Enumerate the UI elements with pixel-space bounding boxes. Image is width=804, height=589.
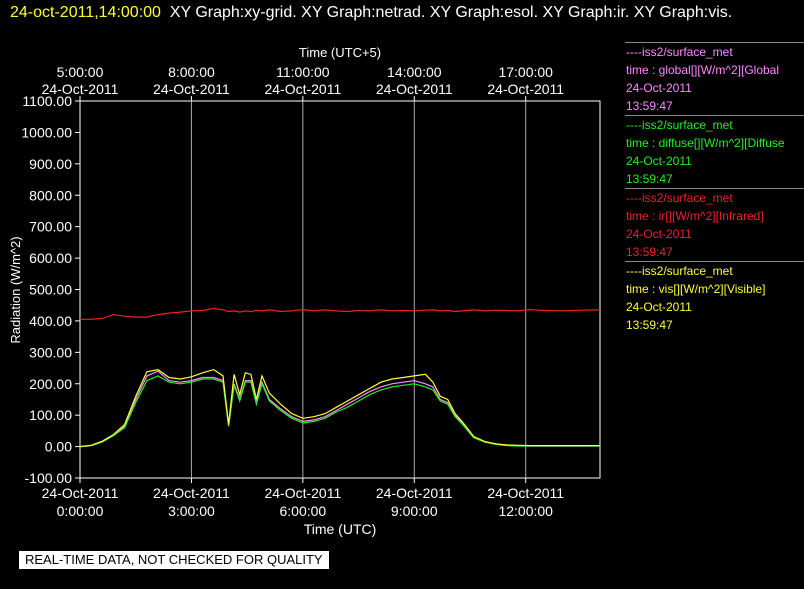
series-line-visible: [79, 368, 600, 448]
y-tick-label: 600.00: [29, 250, 72, 266]
legend-line: ----iss2/surface_met: [626, 45, 733, 59]
y-tick-label: 900.00: [29, 156, 72, 172]
legend-date: 24-Oct-2011: [626, 227, 692, 241]
legend-time: 13:59:47: [626, 172, 673, 186]
legend-line: ----iss2/surface_met: [626, 118, 733, 132]
series-line-global: [79, 370, 600, 448]
header-timestamp: 24-oct-2011,14:00:00: [10, 4, 161, 21]
x-axis-top-title: Time (UTC+5): [299, 45, 381, 60]
legend-desc: time : global[][W/m^2][Global: [626, 63, 780, 77]
x-top-tick-label-date: 24-Oct-2011: [487, 81, 564, 97]
x-tick-label-date: 24-Oct-2011: [153, 485, 230, 501]
x-top-tick-label-date: 24-Oct-2011: [153, 81, 230, 97]
x-top-tick-label-date: 24-Oct-2011: [42, 81, 119, 97]
y-tick-label: 400.00: [29, 313, 72, 329]
y-axis-title: Radiation (W/m^2): [8, 236, 23, 343]
x-tick-label-time: 0:00:00: [57, 503, 104, 519]
y-tick-label: 500.00: [29, 282, 72, 298]
x-tick-label-time: 3:00:00: [168, 503, 215, 519]
legend-date: 24-Oct-2011: [626, 81, 692, 95]
y-tick-label: 800.00: [29, 187, 72, 203]
x-tick-label-time: 9:00:00: [391, 503, 438, 519]
x-tick-label-time: 12:00:00: [498, 503, 553, 519]
legend-line: ----iss2/surface_met: [626, 191, 733, 205]
y-tick-label: 700.00: [29, 219, 72, 235]
x-tick-label-date: 24-Oct-2011: [264, 485, 341, 501]
quality-notice: REAL-TIME DATA, NOT CHECKED FOR QUALITY: [19, 551, 329, 569]
y-tick-label: -100.00: [25, 470, 73, 486]
header-title: 24-oct-2011,14:00:00 XY Graph:xy-grid. X…: [10, 2, 800, 24]
legend-date: 24-Oct-2011: [626, 154, 692, 168]
axis-layer: -100.00 0.00 100.00 200.00 300.00 400.00 500.0…: [21, 64, 564, 519]
legend-desc: time : vis[][W/m^2][Visible]: [626, 282, 766, 296]
x-top-tick-label-date: 24-Oct-2011: [264, 81, 341, 97]
legend-date: 24-Oct-2011: [626, 300, 692, 314]
x-top-tick-label-time: 17:00:00: [498, 64, 553, 80]
series-line-diffuse: [79, 375, 600, 448]
y-tick-label: 100.00: [29, 407, 72, 423]
x-tick-label-date: 24-Oct-2011: [487, 485, 564, 501]
x-axis-title: Time (UTC): [304, 521, 377, 537]
legend-line: ----iss2/surface_met: [626, 264, 733, 278]
x-top-tick-label-time: 5:00:00: [57, 64, 104, 80]
x-tick-label-date: 24-Oct-2011: [42, 485, 119, 501]
plot-frame: [79, 100, 601, 479]
y-tick-label: 300.00: [29, 344, 72, 360]
legend-time: 13:59:47: [626, 245, 673, 259]
legend-time: 13:59:47: [626, 99, 673, 113]
grid-layer: [190, 101, 527, 478]
x-top-tick-label-time: 11:00:00: [276, 64, 330, 80]
x-top-tick-label-date: 24-Oct-2011: [376, 81, 453, 97]
y-tick-label: 1100.00: [22, 93, 72, 109]
y-tick-label: 200.00: [29, 376, 72, 392]
series-line-infrared: [80, 307, 601, 320]
y-tick-label: 0.00: [45, 439, 72, 455]
series-layer: [79, 307, 601, 448]
x-tick-label-date: 24-Oct-2011: [376, 485, 453, 501]
legend-desc: time : ir[][W/m^2][Infrared]: [626, 209, 764, 223]
y-tick-label: 1000.00: [21, 124, 72, 140]
legend-time: 13:59:47: [626, 318, 673, 332]
header-graphs: XY Graph:xy-grid. XY Graph:netrad. XY Gr…: [169, 4, 733, 21]
legend-desc: time : diffuse[][W/m^2][Diffuse: [626, 136, 785, 150]
x-top-tick-label-time: 8:00:00: [168, 64, 215, 80]
x-tick-label-time: 6:00:00: [279, 503, 326, 519]
x-top-tick-label-time: 14:00:00: [387, 64, 442, 80]
